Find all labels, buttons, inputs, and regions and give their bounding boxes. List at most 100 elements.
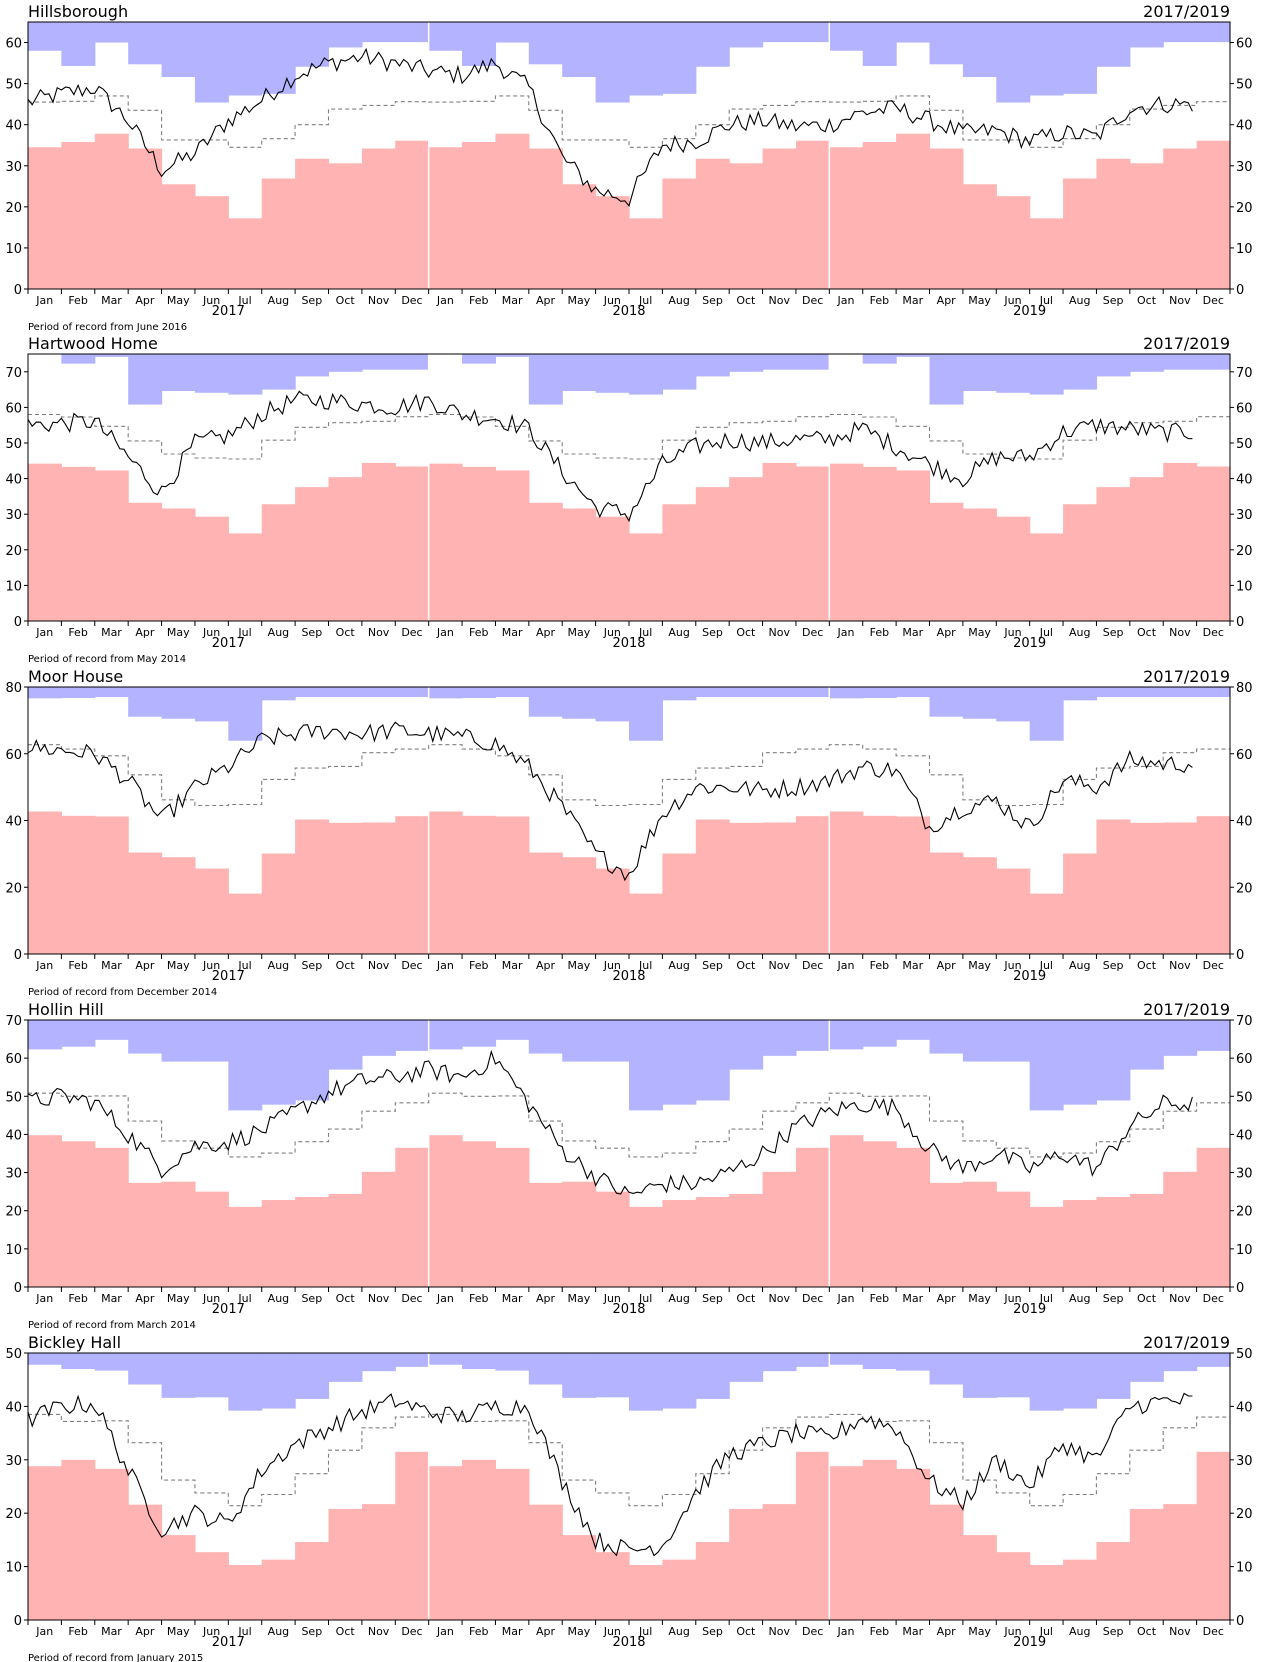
month-label: Mar	[902, 959, 923, 972]
y-tick-label-right: 10	[1236, 242, 1253, 257]
high-band-bar	[395, 354, 430, 370]
month-label: Jul	[1039, 1292, 1053, 1305]
month-label: Sep	[301, 1625, 322, 1638]
observed-series-line	[27, 390, 1193, 523]
high-band-bar	[762, 687, 797, 698]
month-label: Feb	[469, 294, 488, 307]
low-band-bar	[996, 1191, 1031, 1287]
year-label: 2017	[212, 304, 245, 319]
high-band-bar	[61, 687, 96, 699]
chart-panel-5: 0 0 10 10 20 20 30 30 40 40 50 50 Jan Feb Mar Apr May Jun…	[5, 1333, 1252, 1662]
low-band-bar	[996, 868, 1031, 954]
low-band-bar	[829, 1135, 864, 1287]
year-label: 2017	[212, 636, 245, 651]
month-label: Mar	[902, 1292, 923, 1305]
low-band-bar	[28, 1466, 62, 1620]
month-label: Oct	[336, 959, 356, 972]
month-label: Mar	[902, 294, 923, 307]
low-band-bar	[94, 1468, 129, 1620]
low-band-bar	[428, 1135, 463, 1287]
month-label: Dec	[802, 626, 823, 639]
low-band-bar	[595, 868, 630, 954]
high-band-bar	[729, 354, 764, 372]
median-line	[28, 413, 1230, 460]
y-tick-label-left: 20	[5, 544, 22, 559]
y-tick-label-right: 50	[1236, 78, 1253, 93]
low-band-bar	[762, 462, 797, 621]
period-label: 2017/2019	[1143, 1000, 1230, 1019]
high-band-bar	[128, 22, 163, 65]
high-band-bar	[1129, 687, 1164, 698]
low-band-bar	[1196, 1147, 1231, 1287]
low-band-bar	[929, 148, 964, 289]
chart-title: Hollin Hill	[28, 1000, 104, 1019]
month-label: Mar	[502, 959, 523, 972]
high-band-bar	[462, 1020, 497, 1047]
high-band-bar	[495, 687, 530, 698]
low-band-bar	[1163, 148, 1198, 289]
month-label: Nov	[368, 1292, 390, 1305]
high-band-bar	[1029, 687, 1064, 741]
low-band-bar	[361, 1504, 396, 1620]
high-band-bar	[94, 22, 129, 43]
low-band-bar	[595, 516, 630, 621]
month-label: Jun	[1003, 1625, 1021, 1638]
high-band-bar	[1029, 354, 1064, 395]
month-label: Oct	[736, 294, 756, 307]
month-label: Mar	[101, 1625, 122, 1638]
high-band-bar	[1129, 1020, 1164, 1070]
y-tick-label-left: 60	[5, 37, 22, 52]
month-label: Jul	[237, 626, 251, 639]
month-label: Aug	[268, 1625, 289, 1638]
high-band-bar	[462, 687, 497, 699]
low-band-bar	[629, 1206, 663, 1287]
month-label: Mar	[502, 1625, 523, 1638]
low-band-bar	[1163, 1504, 1198, 1620]
high-band-bar	[795, 1353, 830, 1367]
high-band-bar	[929, 687, 964, 717]
y-tick-label-right: 30	[1236, 160, 1253, 175]
month-label: Nov	[368, 959, 390, 972]
low-band-bar	[462, 815, 497, 954]
y-tick-label-right: 50	[1236, 1090, 1253, 1105]
low-band-bar	[328, 1508, 363, 1620]
low-band-bar	[495, 470, 530, 621]
month-label: Jan	[35, 1292, 53, 1305]
median-line	[28, 744, 1230, 807]
month-label: Apr	[536, 1625, 556, 1638]
high-band-bar	[1129, 1353, 1164, 1382]
month-label: Sep	[1103, 626, 1124, 639]
month-label: Jan	[837, 626, 855, 639]
high-band-bar	[194, 1353, 229, 1398]
low-band-bar	[295, 487, 330, 621]
month-label: Apr	[536, 959, 556, 972]
high-band-bar	[528, 22, 563, 65]
month-label: Jun	[603, 1292, 621, 1305]
high-band-bar	[1096, 1020, 1131, 1101]
low-band-bar	[295, 158, 330, 289]
y-tick-label-left: 10	[5, 1561, 22, 1576]
month-label: Jul	[1039, 626, 1053, 639]
month-label: Oct	[736, 1292, 756, 1305]
month-label: Jul	[638, 626, 652, 639]
month-label: Sep	[702, 294, 723, 307]
month-label: Sep	[301, 626, 322, 639]
month-label: May	[968, 1292, 991, 1305]
high-band-bar	[161, 354, 196, 392]
year-label: 2017	[212, 1302, 245, 1317]
month-label: Oct	[1137, 959, 1157, 972]
month-label: Jan	[837, 959, 855, 972]
month-label: Aug	[1069, 294, 1090, 307]
high-band-bar	[1196, 22, 1231, 43]
low-band-bar	[695, 1542, 730, 1620]
high-band-bar	[28, 22, 62, 51]
y-tick-label-left: 20	[5, 881, 22, 896]
month-label: Aug	[1069, 626, 1090, 639]
month-label: Sep	[702, 1292, 723, 1305]
high-band-bar	[428, 687, 463, 699]
year-label: 2018	[612, 1635, 645, 1650]
low-band-bar	[896, 133, 931, 289]
low-band-bar	[662, 504, 697, 621]
month-label: Dec	[401, 1292, 422, 1305]
low-band-bar	[795, 1147, 830, 1287]
